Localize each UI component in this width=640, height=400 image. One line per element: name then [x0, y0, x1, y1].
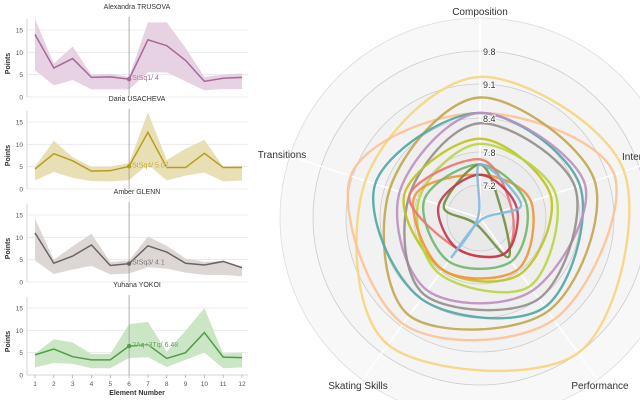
highlight-point — [126, 76, 132, 82]
series-line — [34, 34, 243, 83]
radar-tick-label: 7.8 — [483, 148, 496, 158]
series-line — [34, 232, 243, 269]
x-tick-label: 11 — [220, 381, 227, 388]
highlight-annotation: StSq1/ 4 — [132, 75, 159, 82]
radar-axis-label: Skating Skills — [328, 381, 387, 392]
x-tick-label: 3 — [71, 381, 75, 388]
radar-series-1 — [346, 111, 618, 342]
radar-series-13 — [450, 163, 523, 259]
x-tick-label: 8 — [165, 381, 169, 388]
y-tick-label: 10 — [16, 50, 24, 57]
y-axis-label: Points — [5, 331, 12, 352]
y-tick-label: 5 — [19, 164, 23, 171]
radar-axis-label: Composition — [452, 7, 508, 18]
radar-series-12 — [436, 173, 519, 259]
radar-series-8 — [411, 173, 535, 280]
panel-1: Daria USACHEVA 0 5 10 15 Points StSq4/ 5.07 — [5, 96, 248, 194]
panel-title: Daria USACHEVA — [109, 96, 166, 103]
radar-series-6 — [402, 137, 554, 283]
radar-series-4 — [395, 111, 588, 305]
panel-title: Amber GLENN — [114, 189, 161, 196]
y-axis-label: Points — [5, 238, 12, 259]
y-tick-label: 0 — [19, 373, 23, 380]
panel-0: Alexandra TRUSOVA 0 5 10 15 Points StSq1/ 4 — [5, 4, 248, 102]
radar-axis-label: Performance — [571, 381, 629, 392]
radar-series-2 — [382, 96, 599, 331]
y-tick-label: 15 — [16, 306, 24, 313]
y-tick-label: 15 — [16, 120, 24, 127]
x-tick-label: 1 — [33, 381, 37, 388]
radar-series-7 — [415, 142, 559, 294]
x-tick-label: 4 — [90, 381, 94, 388]
x-tick-label: 2 — [52, 381, 56, 388]
y-axis-label: Points — [5, 145, 12, 166]
y-tick-label: 15 — [16, 213, 24, 220]
radar-axis-label: Transitions — [258, 150, 307, 161]
confidence-band — [35, 308, 242, 369]
confidence-band — [35, 218, 242, 277]
y-tick-label: 5 — [19, 257, 23, 264]
panel-title: Yuhana YOKOI — [113, 282, 161, 289]
panel-2: Amber GLENN 0 5 10 15 Points StSq3/ 4.1 — [5, 189, 248, 287]
highlight-point — [126, 343, 132, 349]
series-line — [34, 130, 242, 172]
radar-tick-label: 9.8 — [483, 47, 496, 57]
x-tick-label: 5 — [108, 381, 112, 388]
panel-3: Yuhana YOKOI 0 5 10 15 Points 2Aq+3Tq/ 6.48 — [5, 282, 248, 380]
radar-series-9 — [421, 163, 530, 270]
y-axis-label: Points — [5, 53, 12, 74]
confidence-band — [35, 112, 242, 182]
highlight-annotation: 2Aq+3Tq/ 6.48 — [132, 342, 178, 349]
radar-tick-label: 9.1 — [483, 80, 496, 90]
radar-spoke — [289, 155, 481, 219]
x-tick-label: 9 — [184, 381, 188, 388]
radar-series-11 — [442, 163, 512, 259]
highlight-annotation: StSq3/ 4.1 — [132, 260, 165, 267]
y-tick-label: 5 — [19, 72, 23, 79]
highlight-point — [126, 164, 132, 169]
radar-series-0 — [355, 75, 631, 373]
radar-series-3 — [372, 111, 585, 320]
x-tick-label: 10 — [201, 381, 209, 388]
x-tick-label: 12 — [238, 381, 246, 388]
highlight-point — [126, 261, 132, 266]
y-tick-label: 15 — [16, 28, 24, 35]
highlight-annotation: StSq4/ 5.07 — [132, 162, 169, 169]
y-tick-label: 0 — [19, 95, 23, 102]
series-line — [34, 331, 243, 361]
y-tick-label: 10 — [16, 328, 24, 335]
x-tick-label: 6 — [127, 381, 131, 388]
radar-chart: 7.2 7.8 8.4 9.1 9.8 Composition Interpretation… — [258, 7, 640, 400]
y-tick-label: 0 — [19, 187, 23, 194]
radar-axis-label: Interpretation — [622, 152, 640, 163]
radar-tick-label: 8.4 — [483, 114, 496, 124]
x-tick-label: 7 — [146, 381, 150, 388]
y-tick-label: 0 — [19, 280, 23, 287]
y-tick-label: 5 — [19, 350, 23, 357]
y-tick-label: 10 — [16, 235, 24, 242]
panel-title: Alexandra TRUSOVA — [104, 4, 171, 11]
radar-tick-label: 7.2 — [483, 181, 496, 191]
x-axis-label: Element Number — [109, 390, 165, 397]
y-tick-label: 10 — [16, 142, 24, 149]
